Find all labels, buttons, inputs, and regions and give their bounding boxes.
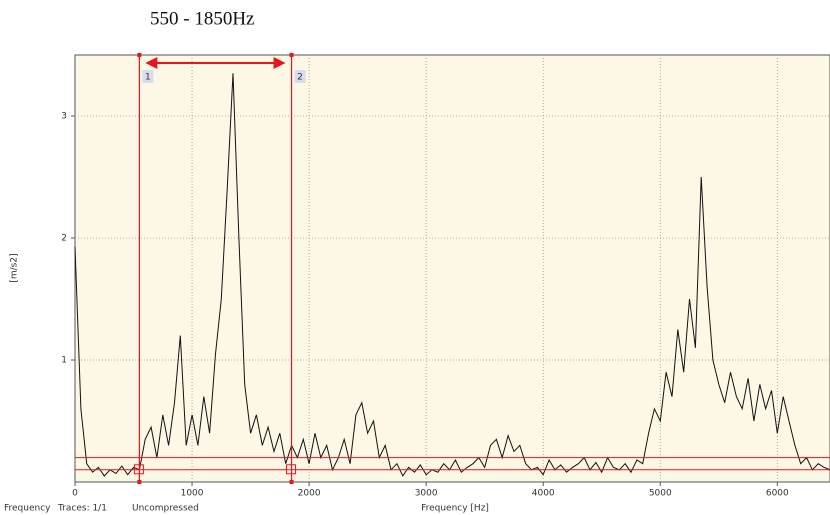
cursor-label-bg bbox=[294, 70, 306, 83]
x-tick-label: 5000 bbox=[649, 489, 672, 499]
status-text: Frequency bbox=[4, 504, 51, 514]
cursor-label-bg bbox=[142, 70, 154, 83]
cursor-label: 1 bbox=[145, 73, 151, 83]
y-axis-label: [m/s2] bbox=[10, 253, 20, 282]
chart-title: 550 - 1850Hz bbox=[150, 8, 254, 29]
cursor-handle bbox=[289, 480, 294, 484]
cursor-marker bbox=[133, 464, 144, 475]
y-tick-label: 3 bbox=[61, 112, 67, 122]
x-tick-label: 4000 bbox=[532, 489, 555, 499]
cursor-handle bbox=[137, 480, 142, 484]
y-tick-label: 2 bbox=[61, 234, 67, 244]
cursor-marker bbox=[286, 464, 297, 475]
spectrum-line bbox=[74, 73, 830, 477]
x-tick-label: 1000 bbox=[181, 489, 204, 499]
status-text: Traces: 1/1 bbox=[57, 504, 107, 514]
x-tick-label: 2000 bbox=[298, 489, 321, 499]
arrow-head bbox=[145, 57, 158, 69]
cursor-label: 2 bbox=[297, 73, 303, 83]
x-axis-label: Frequency [Hz] bbox=[421, 504, 489, 514]
x-tick-label: 3000 bbox=[415, 489, 438, 499]
status-text: Uncompressed bbox=[132, 504, 199, 514]
x-tick-label: 6000 bbox=[766, 489, 789, 499]
y-tick-label: 1 bbox=[61, 356, 67, 366]
x-tick-label: 0 bbox=[72, 489, 78, 499]
plot-area bbox=[74, 54, 830, 483]
cursor-handle bbox=[137, 53, 142, 57]
arrow-head bbox=[273, 57, 286, 69]
cursor-handle bbox=[289, 53, 294, 57]
